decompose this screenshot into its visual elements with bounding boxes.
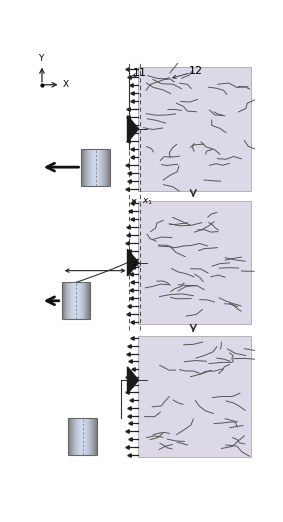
- Bar: [92, 418, 93, 455]
- Bar: [71, 418, 72, 455]
- Bar: [105, 149, 106, 186]
- Bar: [82, 282, 83, 319]
- Bar: [80, 418, 81, 455]
- Bar: [95, 418, 96, 455]
- Bar: [88, 282, 89, 319]
- Bar: [138, 67, 251, 191]
- Bar: [138, 336, 251, 457]
- Bar: [80, 282, 81, 319]
- Bar: [85, 149, 86, 186]
- Bar: [78, 282, 79, 319]
- Bar: [86, 149, 87, 186]
- Bar: [107, 149, 108, 186]
- Bar: [96, 418, 97, 455]
- Bar: [62, 282, 90, 319]
- Bar: [89, 149, 90, 186]
- Bar: [72, 418, 73, 455]
- Bar: [102, 149, 103, 186]
- Text: X: X: [63, 80, 69, 89]
- Bar: [84, 418, 85, 455]
- Bar: [101, 149, 102, 186]
- Bar: [71, 282, 72, 319]
- Bar: [65, 282, 67, 319]
- Bar: [138, 201, 251, 324]
- Bar: [109, 149, 110, 186]
- Bar: [77, 282, 78, 319]
- Text: $x_1$: $x_1$: [142, 196, 153, 207]
- Bar: [92, 149, 93, 186]
- Bar: [74, 418, 75, 455]
- Bar: [68, 282, 69, 319]
- Bar: [82, 418, 83, 455]
- Bar: [104, 149, 105, 186]
- Bar: [69, 418, 70, 455]
- Bar: [75, 282, 76, 319]
- Bar: [91, 418, 92, 455]
- Bar: [103, 149, 104, 186]
- Bar: [84, 149, 85, 186]
- Bar: [79, 282, 80, 319]
- Polygon shape: [127, 250, 138, 276]
- Bar: [90, 418, 91, 455]
- Bar: [76, 418, 77, 455]
- Bar: [87, 282, 88, 319]
- Bar: [93, 418, 94, 455]
- Bar: [81, 418, 82, 455]
- Bar: [83, 418, 84, 455]
- Polygon shape: [127, 367, 138, 394]
- Bar: [79, 418, 80, 455]
- Bar: [86, 282, 87, 319]
- Bar: [93, 149, 94, 186]
- Bar: [83, 149, 84, 186]
- Bar: [67, 282, 68, 319]
- Text: $x_0$: $x_0$: [131, 259, 142, 270]
- Bar: [72, 282, 73, 319]
- Text: Y: Y: [38, 54, 44, 63]
- Bar: [82, 149, 110, 186]
- Bar: [89, 282, 90, 319]
- Bar: [90, 149, 91, 186]
- Bar: [77, 418, 78, 455]
- Polygon shape: [127, 116, 138, 142]
- Bar: [83, 282, 85, 319]
- Bar: [98, 149, 100, 186]
- Bar: [88, 418, 89, 455]
- Bar: [91, 149, 92, 186]
- Bar: [69, 282, 70, 319]
- Bar: [86, 418, 87, 455]
- Bar: [87, 149, 88, 186]
- Bar: [88, 149, 89, 186]
- Bar: [87, 418, 88, 455]
- Bar: [89, 418, 90, 455]
- Bar: [85, 418, 86, 455]
- Bar: [68, 418, 69, 455]
- Bar: [75, 418, 76, 455]
- Bar: [68, 418, 97, 455]
- Bar: [94, 149, 95, 186]
- Bar: [74, 282, 75, 319]
- Bar: [100, 149, 101, 186]
- Bar: [81, 282, 82, 319]
- Bar: [70, 418, 71, 455]
- Bar: [73, 282, 74, 319]
- Bar: [64, 282, 65, 319]
- Bar: [63, 282, 64, 319]
- Bar: [76, 282, 77, 319]
- Bar: [78, 418, 79, 455]
- Text: 11: 11: [132, 68, 147, 78]
- Bar: [96, 149, 97, 186]
- Bar: [95, 149, 96, 186]
- Bar: [108, 149, 109, 186]
- Bar: [73, 418, 74, 455]
- Bar: [70, 282, 71, 319]
- Bar: [106, 149, 107, 186]
- Bar: [94, 418, 95, 455]
- Bar: [82, 149, 83, 186]
- Bar: [62, 282, 63, 319]
- Bar: [85, 282, 86, 319]
- Text: 12: 12: [188, 66, 203, 76]
- Bar: [97, 149, 98, 186]
